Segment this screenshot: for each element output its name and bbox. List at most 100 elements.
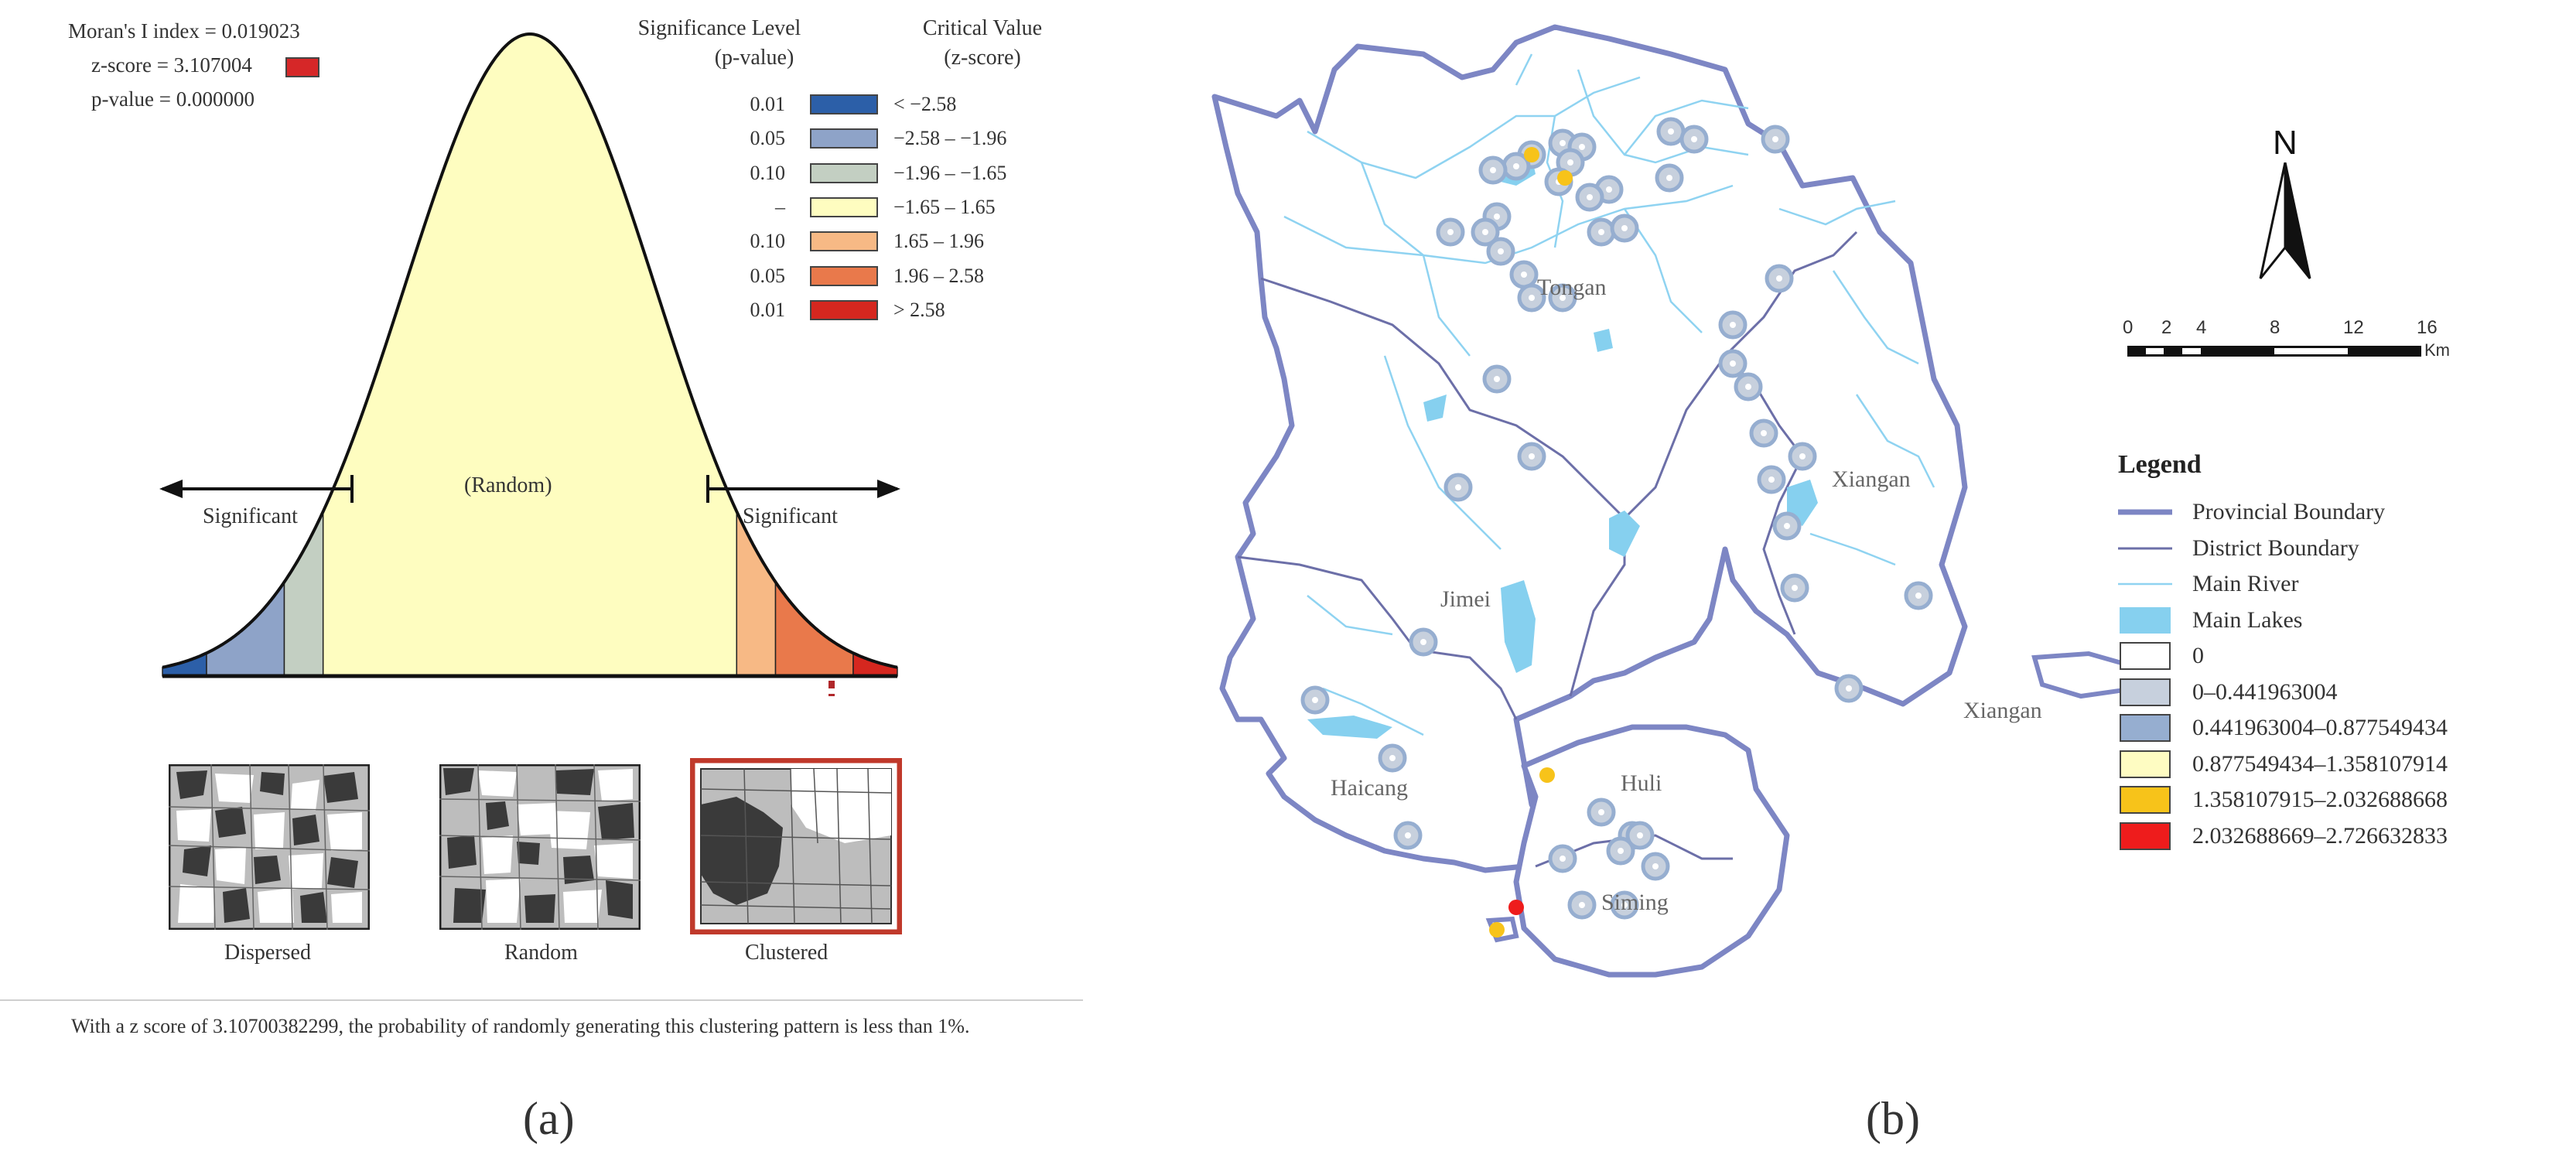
district-label-huli: Huli <box>1621 770 1662 796</box>
hotspot-center <box>1776 275 1782 282</box>
hotspot-center <box>1455 484 1461 490</box>
hotspot-high-value <box>1539 767 1555 783</box>
significance-row: – −1.65 – 1.65 <box>731 194 996 220</box>
significance-swatch <box>810 128 878 149</box>
legend-label: Main River <box>2192 571 2299 596</box>
hotspot-center <box>1482 229 1488 235</box>
significance-swatch <box>810 196 878 217</box>
hotspot-center <box>1494 376 1500 382</box>
curve-band <box>322 33 738 677</box>
significance-row: 0.05 −2.58 – −1.96 <box>731 125 1007 152</box>
district-label-haicang: Haicang <box>1331 775 1408 801</box>
significance-row: 0.10 −1.96 – −1.65 <box>731 160 1007 186</box>
critical-value-label: −1.65 – 1.65 <box>893 195 996 218</box>
significance-row: 0.05 1.96 – 2.58 <box>731 263 985 289</box>
hotspot-center <box>1792 585 1798 591</box>
hotspot-center <box>1560 140 1566 146</box>
hotspot-center <box>1668 128 1674 135</box>
hotspot-center <box>1730 360 1736 367</box>
critical-value-label: > 2.58 <box>893 298 945 321</box>
hotspot-center <box>1621 902 1628 908</box>
hotspot-center <box>1637 832 1643 839</box>
map-legend-item: 0–0.441963004 <box>2118 675 2338 709</box>
legend-symbol <box>2118 533 2172 564</box>
hotspot-center <box>1513 163 1519 169</box>
panel-b-label: (b) <box>1866 1093 1920 1144</box>
legend-label: 2.032688669–2.726632833 <box>2192 822 2448 849</box>
legend-symbol <box>2118 749 2172 780</box>
p-value-text: p-value = 0.000000 <box>91 87 255 111</box>
scale-tick-label: 16 <box>2417 317 2438 338</box>
significance-swatch <box>810 231 878 252</box>
hotspot-high-value <box>1524 147 1539 162</box>
hotspot-center <box>1799 453 1806 459</box>
map-legend-title: Legend <box>2118 450 2202 479</box>
map-legend-item: 2.032688669–2.726632833 <box>2118 819 2448 853</box>
north-arrow-icon <box>2259 162 2311 279</box>
district-label-siming: Siming <box>1601 890 1669 915</box>
caption-divider <box>0 999 1083 1001</box>
p-value-label: 0.10 <box>750 161 786 184</box>
random-pattern-label: Random <box>504 941 578 965</box>
random-label: (Random) <box>464 473 552 497</box>
clustered-pattern-image <box>690 758 902 934</box>
north-label: N <box>2273 124 2298 162</box>
significance-swatch <box>810 265 878 286</box>
legend-label: Provincial Boundary <box>2192 499 2386 524</box>
hotspot-high-value <box>1557 170 1573 186</box>
legend-symbol <box>2118 569 2172 599</box>
legend-label: 0 <box>2192 643 2204 668</box>
hotspot-center <box>1498 248 1504 254</box>
significance-row: 0.10 1.65 – 1.96 <box>731 228 985 254</box>
legend-symbol <box>2118 605 2172 636</box>
critical-value-label: < −2.58 <box>893 93 957 115</box>
significance-swatch <box>810 162 878 183</box>
scale-tick-label: 8 <box>2270 317 2280 338</box>
map-legend-item: Main Lakes <box>2118 603 2302 637</box>
p-value-label: 0.01 <box>750 298 786 321</box>
hotspot-center <box>1579 144 1585 150</box>
hotspot-center <box>1579 902 1585 908</box>
hotspot-center <box>1618 848 1624 854</box>
hotspot-center <box>1730 322 1736 328</box>
hotspot-center <box>1560 856 1566 862</box>
legend-label: District Boundary <box>2192 535 2359 561</box>
legend-symbol <box>2118 784 2172 815</box>
hotspot-center <box>1652 863 1659 869</box>
scale-unit-label: Km <box>2424 340 2450 360</box>
hotspot-center <box>1494 213 1500 220</box>
hotspot-high-value <box>1508 900 1524 915</box>
legend-label: 0.441963004–0.877549434 <box>2192 715 2448 740</box>
caption-text: With a z score of 3.10700382299, the pro… <box>71 1015 970 1037</box>
curve-band <box>736 511 777 677</box>
p-value-label: 0.05 <box>750 264 786 287</box>
p-value-label: – <box>775 195 785 218</box>
hotspot-center <box>1761 430 1767 436</box>
main-rivers <box>1283 53 1935 736</box>
hotspot-center <box>1389 755 1396 761</box>
moran-stats: Moran's I index = 0.019023 z-score = 3.1… <box>68 14 319 116</box>
hotspot-center <box>1420 639 1426 645</box>
hotspot-center <box>1490 167 1496 173</box>
district-label-tongan: Tongan <box>1537 275 1607 300</box>
legend-label: 0.877549434–1.358107914 <box>2192 750 2448 777</box>
dispersed-label: Dispersed <box>224 941 311 965</box>
hotspot-center <box>1666 175 1672 181</box>
district-label-xiangan: Xiangan <box>1832 466 1911 492</box>
hotspot-center <box>1560 295 1566 301</box>
district-label-jimei: Jimei <box>1440 586 1491 612</box>
hotspot-center <box>1521 272 1527 278</box>
morans-i-text: Moran's I index = 0.019023 <box>68 19 300 43</box>
curve-outline <box>162 32 898 669</box>
legend-symbol <box>2118 640 2172 671</box>
hotspot-center <box>1567 159 1573 166</box>
hotspot-center <box>1598 809 1604 815</box>
p-value-label: 0.01 <box>750 93 786 115</box>
legend-symbol <box>2118 677 2172 708</box>
legend-label: 0–0.441963004 <box>2192 678 2338 705</box>
hotspot-center <box>1784 523 1790 529</box>
curve-band <box>283 511 324 677</box>
normal-distribution-chart <box>159 32 900 696</box>
critical-value-header: Critical Value (z-score) <box>922 16 1043 70</box>
significance-row: 0.01 > 2.58 <box>731 297 945 323</box>
